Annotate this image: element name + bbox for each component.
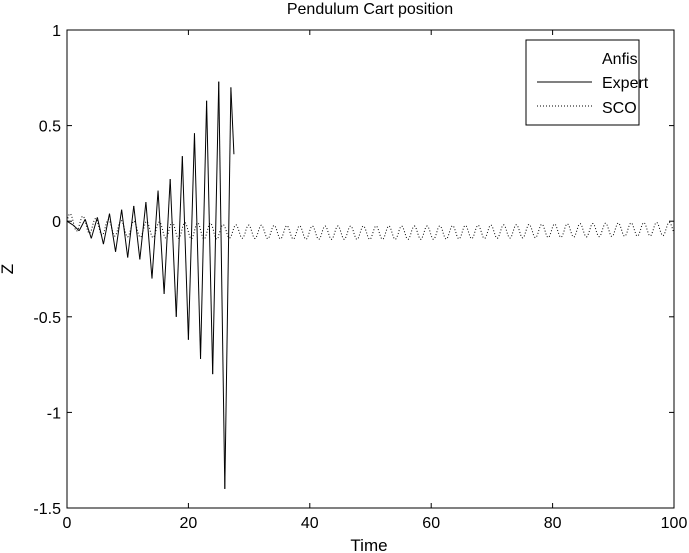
x-tick-label: 40 xyxy=(301,515,319,532)
series-expert-segment xyxy=(90,217,98,239)
x-axis-label: Time xyxy=(350,536,387,553)
series-expert-segment xyxy=(200,100,208,359)
y-tick-label: 1 xyxy=(52,23,61,40)
x-tick-label: 100 xyxy=(661,515,688,532)
series-expert-segment xyxy=(78,219,86,231)
series-expert-segment xyxy=(127,205,135,258)
series-expert-segment xyxy=(121,209,129,258)
x-tick-label: 60 xyxy=(422,515,440,532)
series-layer xyxy=(66,81,675,489)
y-tick-label: -1.5 xyxy=(33,501,61,518)
chart-title: Pendulum Cart position xyxy=(287,1,453,18)
series-expert-segment xyxy=(218,81,226,489)
series-expert-segment xyxy=(212,81,220,375)
legend: Anfis Expert SCO xyxy=(525,39,649,126)
series-expert-segment xyxy=(187,133,195,340)
y-tick-label: -0.5 xyxy=(33,310,61,327)
legend-label-sco: SCO xyxy=(602,100,637,117)
series-expert-segment xyxy=(133,205,141,260)
legend-label-anfis: Anfis xyxy=(602,51,638,68)
y-tick-label: -1 xyxy=(47,405,61,422)
series-expert-segment xyxy=(66,220,74,226)
series-expert-segment xyxy=(96,217,104,245)
legend-label-expert: Expert xyxy=(602,75,649,92)
y-tick-label: 0 xyxy=(52,214,61,231)
series-expert-segment xyxy=(145,202,153,279)
x-tick-label: 20 xyxy=(180,515,198,532)
series-expert-segment xyxy=(157,190,165,294)
series-sco xyxy=(66,213,675,240)
y-axis-label: Z xyxy=(0,264,17,274)
series-expert-segment xyxy=(169,179,177,317)
series-expert-segment xyxy=(224,87,232,489)
series-expert-segment xyxy=(193,133,202,359)
y-axis: 1 0.5 0 -0.5 -1 -1.5 xyxy=(33,23,674,518)
series-expert-segment xyxy=(181,156,189,340)
series-expert-segment xyxy=(206,100,214,375)
series-expert-segment xyxy=(151,190,159,279)
series-expert-segment xyxy=(175,156,183,317)
y-tick-label: 0.5 xyxy=(39,119,61,136)
series-expert-segment xyxy=(84,219,92,239)
x-tick-label: 0 xyxy=(63,515,72,532)
series-expert-segment xyxy=(115,209,123,252)
x-tick-label: 80 xyxy=(544,515,562,532)
plot-area-frame xyxy=(66,29,675,509)
series-expert xyxy=(66,81,235,489)
series-expert-segment xyxy=(102,213,110,245)
series-expert-segment xyxy=(230,87,235,155)
series-expert-segment xyxy=(108,213,117,252)
x-axis: 0 20 40 60 80 100 xyxy=(63,30,688,532)
